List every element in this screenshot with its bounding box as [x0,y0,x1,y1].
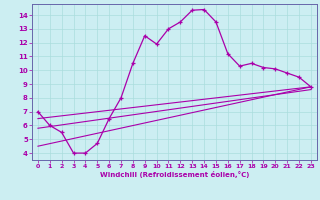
X-axis label: Windchill (Refroidissement éolien,°C): Windchill (Refroidissement éolien,°C) [100,171,249,178]
